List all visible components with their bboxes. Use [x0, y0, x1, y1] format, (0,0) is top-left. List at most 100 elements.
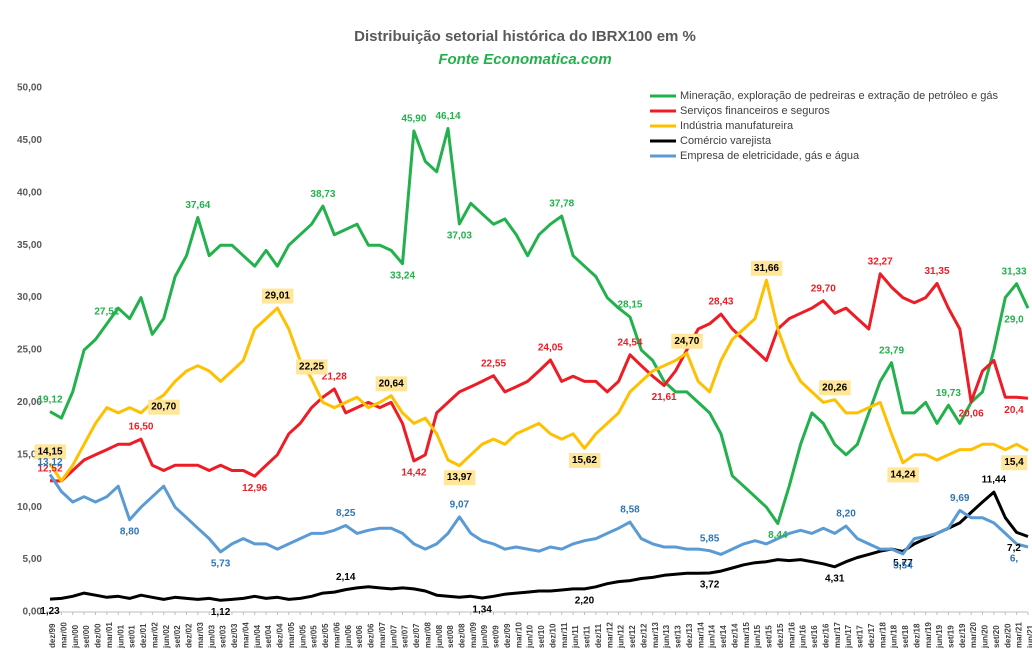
- x-tick-label: set/16: [810, 625, 819, 648]
- value-label: 6,: [1010, 554, 1019, 565]
- x-tick-label: mar/16: [787, 622, 796, 648]
- x-tick-label: mar/18: [878, 622, 887, 648]
- value-label: 14,15: [37, 446, 62, 457]
- value-label: 20,64: [379, 378, 404, 389]
- value-label: 1,23: [40, 606, 60, 617]
- x-tick-label: jun/13: [662, 624, 671, 649]
- value-label-box: [34, 444, 66, 460]
- value-label-group: 31,35: [925, 266, 950, 277]
- value-label: 27,51: [94, 306, 119, 317]
- value-label: 8,20: [836, 509, 856, 520]
- x-tick-label: set/10: [537, 625, 546, 648]
- value-label-group: 5,85: [700, 533, 720, 544]
- value-label-group: 24,05: [538, 343, 563, 354]
- value-label: 22,25: [299, 361, 324, 372]
- value-label: 31,33: [1001, 266, 1026, 277]
- x-tick-label: jun/01: [116, 624, 125, 649]
- value-label-box: [1001, 455, 1028, 471]
- value-label: 15,62: [572, 455, 597, 466]
- x-tick-label: dez/12: [639, 623, 648, 648]
- x-tick-label: dez/18: [912, 623, 921, 648]
- value-label-group: 7,2: [1007, 543, 1021, 554]
- value-label-group: 29,70: [811, 283, 836, 294]
- value-label: 8,44: [768, 530, 788, 541]
- value-label: 14,24: [890, 469, 915, 480]
- value-label-group: 5,54: [893, 561, 913, 572]
- value-label-group: 37,64: [185, 200, 210, 211]
- x-tick-label: jun/03: [207, 624, 216, 649]
- x-tick-label: dez/00: [94, 623, 103, 648]
- x-tick-label: set/17: [856, 625, 865, 648]
- value-label-group: 28,43: [708, 297, 733, 308]
- x-tick-label: dez/03: [230, 623, 239, 648]
- x-tick-label: dez/01: [139, 623, 148, 648]
- x-tick-label: set/03: [219, 625, 228, 648]
- value-label-box: [887, 467, 919, 483]
- x-tick-label: mar/07: [378, 622, 387, 648]
- x-tick-label: mar/09: [469, 622, 478, 648]
- value-label: 4,31: [825, 573, 845, 584]
- value-label-group: 28,15: [617, 300, 642, 311]
- x-tick-label: jun/12: [617, 624, 626, 649]
- value-label: 15,4: [1004, 457, 1024, 468]
- legend-label: Empresa de eletricidade, gás e água: [680, 150, 860, 162]
- value-label: 5,77: [893, 558, 913, 569]
- value-label: 28,15: [617, 300, 642, 311]
- x-tick-label: dez/04: [276, 623, 285, 648]
- x-tick-label: jun/11: [571, 625, 580, 649]
- x-tick-label: set/13: [674, 625, 683, 648]
- value-label: 19,73: [936, 388, 961, 399]
- value-label-group: 11,44: [982, 475, 1007, 486]
- value-label: 3,72: [700, 580, 720, 591]
- value-label: 13,12: [37, 457, 62, 468]
- value-label: 32,27: [868, 256, 893, 267]
- value-label-group: 45,90: [401, 114, 426, 125]
- value-label: 9,69: [950, 493, 970, 504]
- value-label-group: 13,97: [443, 470, 476, 486]
- value-label: 23,79: [879, 345, 904, 356]
- value-label-box: [375, 376, 408, 392]
- value-label: 38,73: [310, 189, 335, 200]
- value-label-group: 12,96: [242, 483, 267, 494]
- x-tick-label: mar/13: [651, 622, 660, 648]
- value-label-group: 1,12: [211, 607, 231, 618]
- x-tick-label: mar/21: [1015, 622, 1024, 648]
- x-tick-label: dez/06: [367, 623, 376, 648]
- x-tick-label: mar/14: [696, 622, 705, 648]
- x-tick-label: set/09: [492, 625, 501, 648]
- value-label-box: [819, 380, 851, 396]
- value-label-group: 29,01: [261, 288, 294, 304]
- value-label-group: 1,23: [40, 606, 60, 617]
- y-tick-label: 40,00: [17, 187, 42, 198]
- value-label-box: [443, 470, 476, 486]
- value-label-group: 9,07: [450, 500, 470, 511]
- value-label: 22,55: [481, 358, 506, 369]
- x-tick-label: dez/17: [867, 623, 876, 648]
- x-tick-label: dez/05: [321, 623, 330, 648]
- value-label: 16,50: [128, 422, 153, 433]
- value-label: 31,66: [754, 263, 779, 274]
- value-label: 20,06: [959, 408, 984, 419]
- x-tick-label: mar/02: [150, 622, 159, 648]
- value-label-box: [148, 399, 180, 415]
- value-label-group: 31,66: [750, 260, 783, 276]
- x-tick-label: mar/15: [742, 622, 751, 648]
- x-tick-label: jun/21: [1026, 624, 1032, 649]
- value-label: 7,2: [1007, 543, 1021, 554]
- value-label-group: 14,24: [887, 467, 919, 483]
- value-label: 8,80: [120, 526, 140, 537]
- value-label-group: 31,33: [1001, 266, 1026, 277]
- x-tick-label: jun/15: [753, 624, 762, 649]
- x-tick-label: mar/17: [833, 622, 842, 648]
- series-line: [48, 278, 1029, 483]
- value-label: 37,03: [447, 231, 472, 242]
- y-tick-label: 45,00: [17, 135, 42, 146]
- x-tick-label: jun/10: [526, 624, 535, 649]
- value-label: 24,05: [538, 343, 563, 354]
- x-tick-label: jun/08: [435, 624, 444, 649]
- value-label-group: 21,28: [322, 372, 347, 383]
- value-label-group: 8,20: [836, 509, 856, 520]
- x-tick-label: set/02: [173, 625, 182, 648]
- x-tick-label: jun/20: [981, 624, 990, 649]
